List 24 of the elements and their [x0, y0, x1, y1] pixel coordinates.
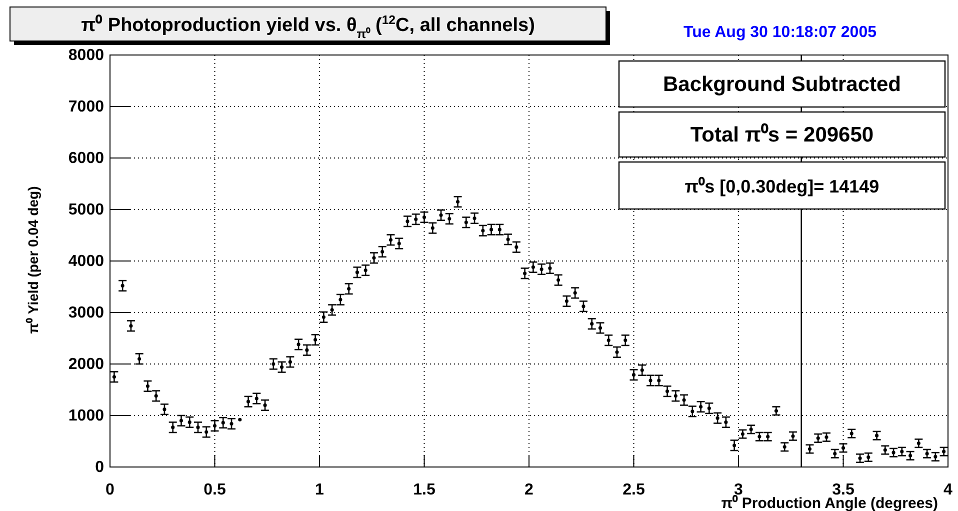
- x-tick-label: 1.5: [413, 481, 436, 498]
- y-tick-label: 2000: [68, 356, 104, 374]
- y-tick-label: 6000: [68, 150, 104, 168]
- x-tick-label: 2.5: [622, 481, 645, 498]
- x-tick-label: 0.5: [204, 481, 226, 498]
- y-tick-label: 3000: [68, 304, 104, 322]
- y-tick-label: 0: [95, 459, 104, 476]
- y-tick-label: 8000: [68, 47, 104, 64]
- text: Tue Aug 30 10:18:07 2005: [684, 24, 877, 41]
- y-tick-label: 4000: [68, 253, 104, 270]
- y-tick-label: 1000: [68, 408, 104, 425]
- text-box: Background Subtracted: [618, 60, 946, 108]
- text-box: π⁰s [0,0.30deg]= 14149: [618, 161, 946, 210]
- annotation: Background Subtracted: [662, 73, 902, 96]
- text-box: Total π⁰s = 209650: [618, 111, 946, 158]
- x-tick-label: 1: [315, 481, 324, 498]
- annotation: π⁰s [0,0.30deg]= 14149: [684, 176, 880, 196]
- y-axis-title: π⁰ Yield (per 0.04 deg): [25, 186, 41, 334]
- x-tick-label: 4: [944, 481, 953, 498]
- x-tick-label: 2: [524, 481, 534, 498]
- chart-title: π⁰ Photoproduction yield vs. θ$_{π⁰}$ ($^{12}$C, all channels): [81, 13, 535, 41]
- annotation: Total π⁰s = 209650: [690, 122, 874, 146]
- y-tick-label: 5000: [68, 202, 104, 219]
- y-tick-label: 7000: [68, 98, 104, 116]
